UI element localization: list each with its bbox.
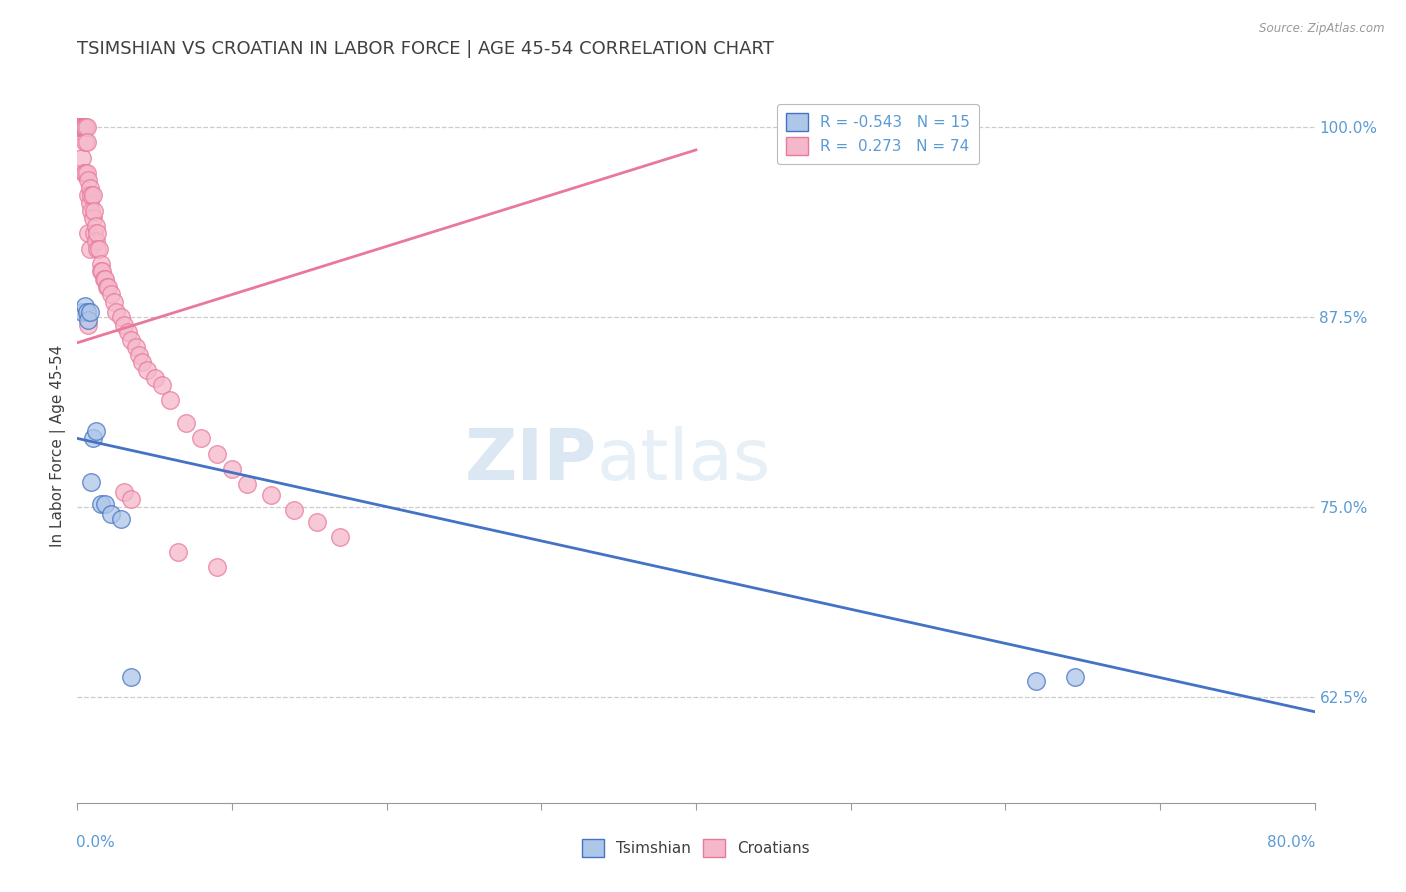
Point (97, 279, 120, 293)
Point (121, 670, 143, 684)
Text: ZIP: ZIP (465, 425, 598, 495)
Point (103, 294, 125, 309)
Text: Source: ZipAtlas.com: Source: ZipAtlas.com (1260, 22, 1385, 36)
Text: TSIMSHIAN VS CROATIAN IN LABOR FORCE | AGE 45-54 CORRELATION CHART: TSIMSHIAN VS CROATIAN IN LABOR FORCE | A… (77, 40, 775, 58)
Point (112, 318, 135, 332)
Point (69, 120, 91, 135)
Point (84, 219, 107, 233)
Point (67, 120, 90, 135)
Point (121, 333, 143, 347)
Point (70, 151, 93, 165)
Point (221, 462, 243, 476)
Point (80, 203, 103, 218)
Point (75, 136, 96, 150)
Point (76, 305, 98, 319)
Point (125, 340, 148, 354)
Point (90, 257, 111, 271)
Point (82, 431, 104, 445)
Point (70, 305, 93, 319)
Point (83, 227, 105, 241)
Point (70, 120, 93, 135)
Point (152, 378, 174, 392)
Point (79, 305, 101, 319)
Point (82, 188, 104, 202)
Point (79, 242, 101, 256)
Point (131, 355, 153, 369)
Point (136, 363, 159, 377)
Point (70, 120, 93, 135)
Point (128, 348, 150, 362)
Point (307, 515, 329, 529)
Point (94, 497, 117, 511)
Point (76, 305, 98, 319)
Point (77, 188, 100, 202)
Point (329, 530, 352, 544)
Y-axis label: In Labor Force | Age 45-54: In Labor Force | Age 45-54 (51, 345, 66, 547)
Point (69, 120, 91, 135)
Point (112, 484, 135, 499)
Point (260, 487, 283, 501)
Point (283, 502, 305, 516)
Point (82, 211, 104, 226)
Point (105, 305, 127, 319)
Point (100, 508, 122, 522)
Point (79, 181, 101, 195)
Point (117, 325, 139, 339)
Point (72, 120, 94, 135)
Point (93, 272, 115, 286)
Point (174, 416, 197, 430)
Point (96, 279, 118, 293)
Point (205, 447, 228, 461)
Point (91, 264, 114, 278)
Point (76, 120, 98, 135)
Point (84, 234, 107, 248)
Point (76, 166, 98, 180)
Point (72, 120, 94, 135)
Point (110, 310, 132, 324)
Point (87, 242, 110, 256)
Point (190, 431, 212, 445)
Point (205, 560, 228, 574)
Legend: Tsimshian, Croatians: Tsimshian, Croatians (576, 833, 815, 863)
Point (84, 424, 107, 438)
Point (75, 120, 96, 135)
Point (86, 242, 108, 256)
Point (143, 370, 166, 384)
Point (1064, 670, 1087, 684)
Text: 0.0%: 0.0% (76, 835, 115, 850)
Point (72, 166, 94, 180)
Point (83, 203, 105, 218)
Text: atlas: atlas (598, 425, 772, 495)
Point (236, 477, 259, 491)
Point (67, 120, 90, 135)
Point (90, 497, 111, 511)
Point (86, 227, 108, 241)
Text: 80.0%: 80.0% (1267, 835, 1316, 850)
Point (80, 475, 103, 490)
Point (77, 313, 100, 327)
Point (80, 188, 103, 202)
Point (69, 120, 91, 135)
Point (77, 173, 100, 187)
Point (110, 512, 132, 526)
Point (121, 492, 143, 507)
Point (70, 120, 93, 135)
Point (1025, 674, 1047, 689)
Point (75, 166, 96, 180)
Point (75, 299, 96, 313)
Point (67, 120, 90, 135)
Point (76, 136, 98, 150)
Point (79, 196, 101, 211)
Point (75, 120, 96, 135)
Point (69, 120, 91, 135)
Point (159, 393, 181, 408)
Point (90, 264, 111, 278)
Point (100, 287, 122, 301)
Point (77, 318, 100, 332)
Point (167, 545, 190, 559)
Point (77, 227, 100, 241)
Point (94, 272, 117, 286)
